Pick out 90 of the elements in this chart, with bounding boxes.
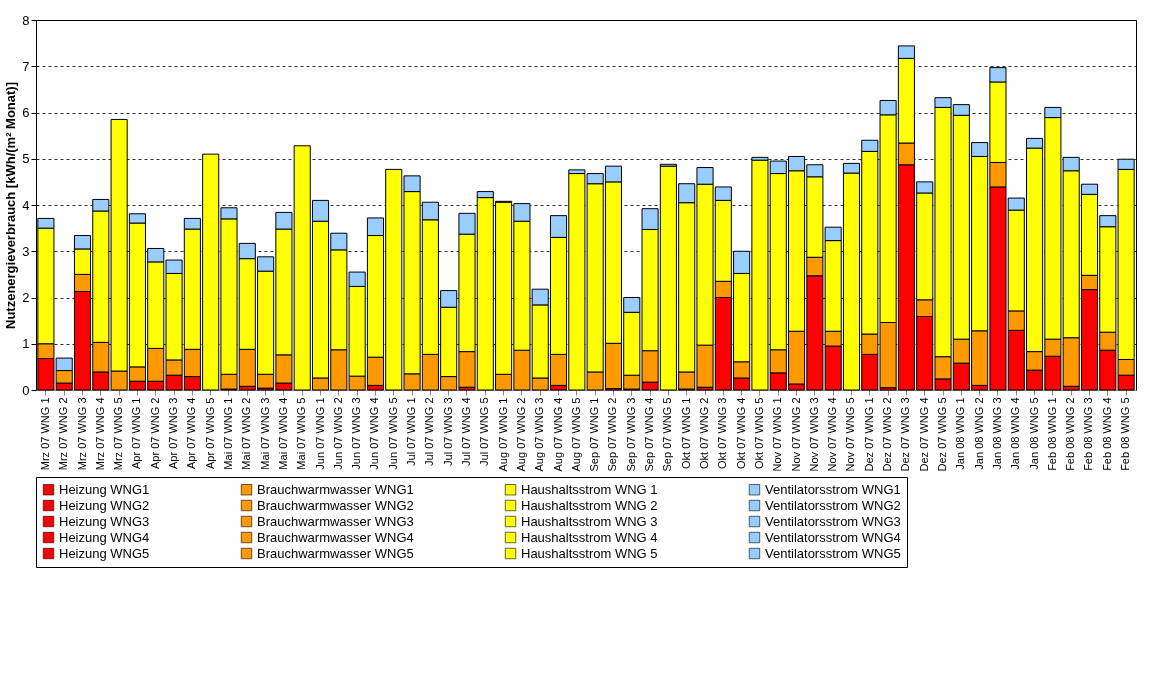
x-tick-label: Okt 07 WNG 1 [679, 397, 692, 470]
legend-label: Haushaltsstrom WNG 3 [521, 513, 658, 529]
x-tick-label: Mrz 07 WNG 2 [57, 397, 70, 471]
x-tick-label: Mai 07 WNG 4 [276, 397, 289, 470]
y-tick-label: 3 [22, 243, 30, 259]
legend-label: Heizung WNG3 [59, 513, 150, 529]
x-tick-label: Okt 07 WNG 3 [716, 397, 729, 470]
x-tick-label: Nov 07 WNG 5 [844, 397, 857, 472]
y-tick-label: 8 [22, 12, 30, 28]
x-tick-label: Jan 08 WNG 4 [1009, 397, 1022, 470]
x-tick-label: Mrz 07 WNG 1 [38, 397, 51, 471]
legend-label: Ventilatorsstrom WNG2 [765, 497, 901, 513]
x-tick-label: Feb 08 WNG 3 [1082, 397, 1095, 471]
x-tick-label: Mai 07 WNG 5 [295, 397, 308, 470]
legend-label: Heizung WNG2 [59, 497, 150, 513]
x-tick-label: Dez 07 WNG 3 [899, 397, 912, 472]
x-tick-label: Mai 07 WNG 1 [221, 397, 234, 470]
x-tick-label: Mai 07 WNG 2 [240, 397, 253, 470]
legend-label: Heizung WNG1 [59, 481, 150, 497]
x-tick-label: Feb 08 WNG 2 [1064, 397, 1077, 471]
legend-label: Brauchwarmwasser WNG3 [257, 513, 414, 529]
x-tick-label: Dez 07 WNG 4 [917, 397, 930, 472]
x-tick-label: Sep 07 WNG 4 [643, 397, 656, 472]
x-tick-label: Mrz 07 WNG 5 [112, 397, 125, 471]
x-tick-label: Okt 07 WNG 5 [752, 397, 765, 470]
legend-label: Ventilatorsstrom WNG1 [765, 481, 901, 497]
x-tick-label: Apr 07 WNG 3 [167, 397, 180, 470]
x-tick-label: Aug 07 WNG 4 [551, 397, 564, 472]
x-tick-label: Jun 07 WNG 1 [313, 397, 326, 470]
x-tick-label: Dez 07 WNG 1 [862, 397, 875, 472]
legend-label: Haushaltsstrom WNG 5 [521, 545, 658, 561]
x-tick-label: Jan 08 WNG 1 [954, 397, 967, 470]
x-tick-label: Jul 07 WNG 2 [423, 397, 436, 466]
y-tick-label: 0 [22, 382, 30, 398]
x-tick-label: Jul 07 WNG 3 [441, 397, 454, 466]
x-tick-label: Jan 08 WNG 2 [972, 397, 985, 470]
x-tick-label: Jun 07 WNG 3 [350, 397, 363, 470]
x-tick-label: Mrz 07 WNG 3 [75, 397, 88, 471]
y-tick-label: 1 [22, 336, 30, 352]
x-tick-label: Dez 07 WNG 5 [936, 397, 949, 472]
x-tick-label: Nov 07 WNG 2 [789, 397, 802, 472]
x-tick-label: Apr 07 WNG 5 [203, 397, 216, 470]
x-tick-label: Aug 07 WNG 3 [533, 397, 546, 472]
x-tick-label: Nov 07 WNG 1 [771, 397, 784, 472]
x-tick-label: Jul 07 WNG 5 [478, 397, 491, 466]
legend-label: Brauchwarmwasser WNG1 [257, 481, 414, 497]
x-tick-label: Jun 07 WNG 2 [331, 397, 344, 470]
x-tick-label: Sep 07 WNG 3 [624, 397, 637, 472]
y-tick-label: 7 [22, 58, 30, 74]
x-tick-label: Aug 07 WNG 5 [569, 397, 582, 472]
legend-label: Haushaltsstrom WNG 4 [521, 529, 658, 545]
x-tick-label: Jun 07 WNG 4 [368, 397, 381, 470]
y-axis-title: Nutzenergieverbrauch [kWh/(m² Monat)] [3, 81, 19, 330]
x-tick-label: Okt 07 WNG 4 [734, 397, 747, 470]
legend-label: Ventilatorsstrom WNG4 [765, 529, 901, 545]
legend-label: Brauchwarmwasser WNG4 [257, 529, 414, 545]
x-tick-label: Nov 07 WNG 3 [807, 397, 820, 472]
x-tick-label: Jul 07 WNG 4 [459, 397, 472, 466]
x-tick-label: Apr 07 WNG 1 [130, 397, 143, 470]
y-tick-label: 4 [22, 197, 30, 213]
legend-label: Ventilatorsstrom WNG5 [765, 545, 901, 561]
x-tick-label: Sep 07 WNG 2 [606, 397, 619, 472]
x-tick-label: Mai 07 WNG 3 [258, 397, 271, 470]
y-tick-label: 5 [22, 151, 30, 167]
x-tick-label: Jan 08 WNG 5 [1027, 397, 1040, 470]
x-tick-label: Feb 08 WNG 4 [1100, 397, 1113, 471]
x-tick-label: Aug 07 WNG 1 [496, 397, 509, 472]
x-tick-label: Feb 08 WNG 5 [1119, 397, 1132, 471]
legend-label: Haushaltsstrom WNG 1 [521, 481, 658, 497]
x-tick-label: Okt 07 WNG 2 [698, 397, 711, 470]
x-tick-label: Mrz 07 WNG 4 [93, 397, 106, 471]
x-tick-label: Apr 07 WNG 4 [185, 397, 198, 470]
legend-label: Brauchwarmwasser WNG2 [257, 497, 414, 513]
legend-label: Haushaltsstrom WNG 2 [521, 497, 658, 513]
y-tick-label: 6 [22, 105, 30, 120]
legend-label: Heizung WNG4 [59, 529, 150, 545]
x-tick-label: Sep 07 WNG 5 [661, 397, 674, 472]
x-tick-label: Sep 07 WNG 1 [588, 397, 601, 472]
x-tick-label: Jun 07 WNG 5 [386, 397, 399, 470]
legend-label: Brauchwarmwasser WNG5 [257, 545, 414, 561]
x-tick-label: Nov 07 WNG 4 [826, 397, 839, 472]
x-tick-label: Apr 07 WNG 2 [148, 397, 161, 470]
x-tick-label: Jul 07 WNG 1 [405, 397, 418, 466]
x-tick-label: Feb 08 WNG 1 [1045, 397, 1058, 471]
x-tick-label: Aug 07 WNG 2 [514, 397, 527, 472]
x-tick-label: Dez 07 WNG 2 [881, 397, 894, 472]
legend-label: Ventilatorsstrom WNG3 [765, 513, 901, 529]
x-tick-label: Jan 08 WNG 3 [990, 397, 1003, 470]
y-tick-label: 2 [22, 290, 30, 305]
legend-label: Heizung WNG5 [59, 545, 150, 561]
